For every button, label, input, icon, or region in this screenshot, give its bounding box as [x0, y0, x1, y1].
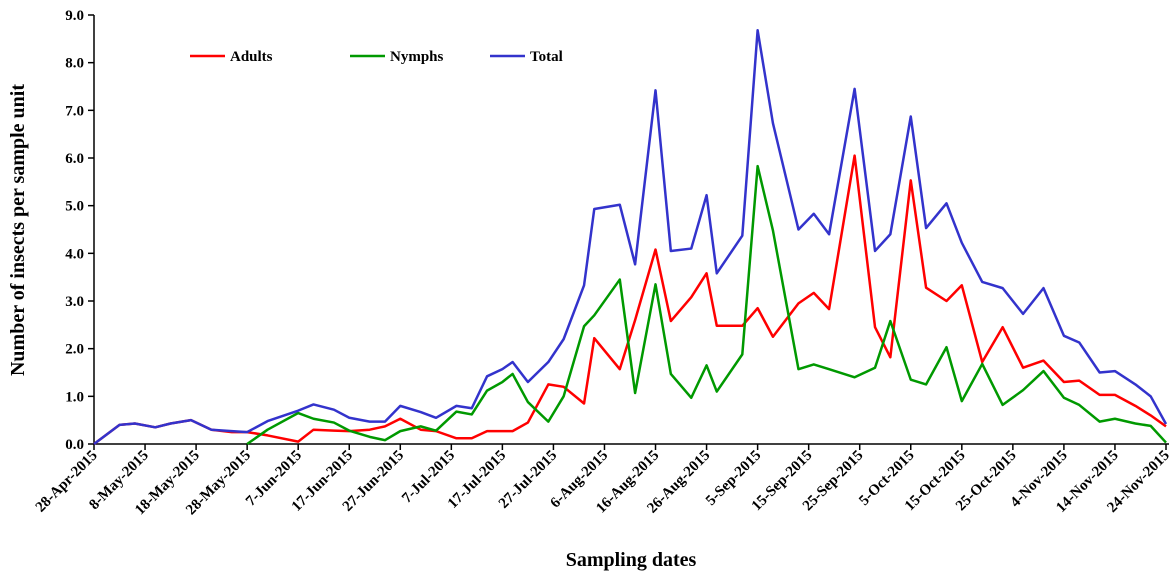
y-axis-title: Number of insects per sample unit [7, 84, 29, 376]
x-axis-title: Sampling dates [566, 549, 697, 571]
y-tick-label: 3.0 [65, 294, 84, 310]
legend-label: Adults [230, 49, 273, 65]
y-tick-label: 6.0 [65, 151, 84, 167]
y-tick-label: 7.0 [65, 103, 84, 119]
series-line [93, 154, 1167, 446]
y-tick-label: 8.0 [65, 56, 84, 72]
y-tick-label: 5.0 [65, 199, 84, 215]
y-tick-label: 9.0 [65, 8, 84, 24]
legend-label: Total [530, 49, 563, 65]
legend-label: Nymphs [390, 49, 444, 65]
y-tick-label: 4.0 [65, 246, 84, 262]
series-line [93, 29, 1168, 446]
y-tick-label: 1.0 [65, 389, 84, 405]
y-tick-label: 0.0 [65, 437, 84, 453]
y-tick-label: 2.0 [65, 342, 84, 358]
series-line [246, 164, 1167, 446]
